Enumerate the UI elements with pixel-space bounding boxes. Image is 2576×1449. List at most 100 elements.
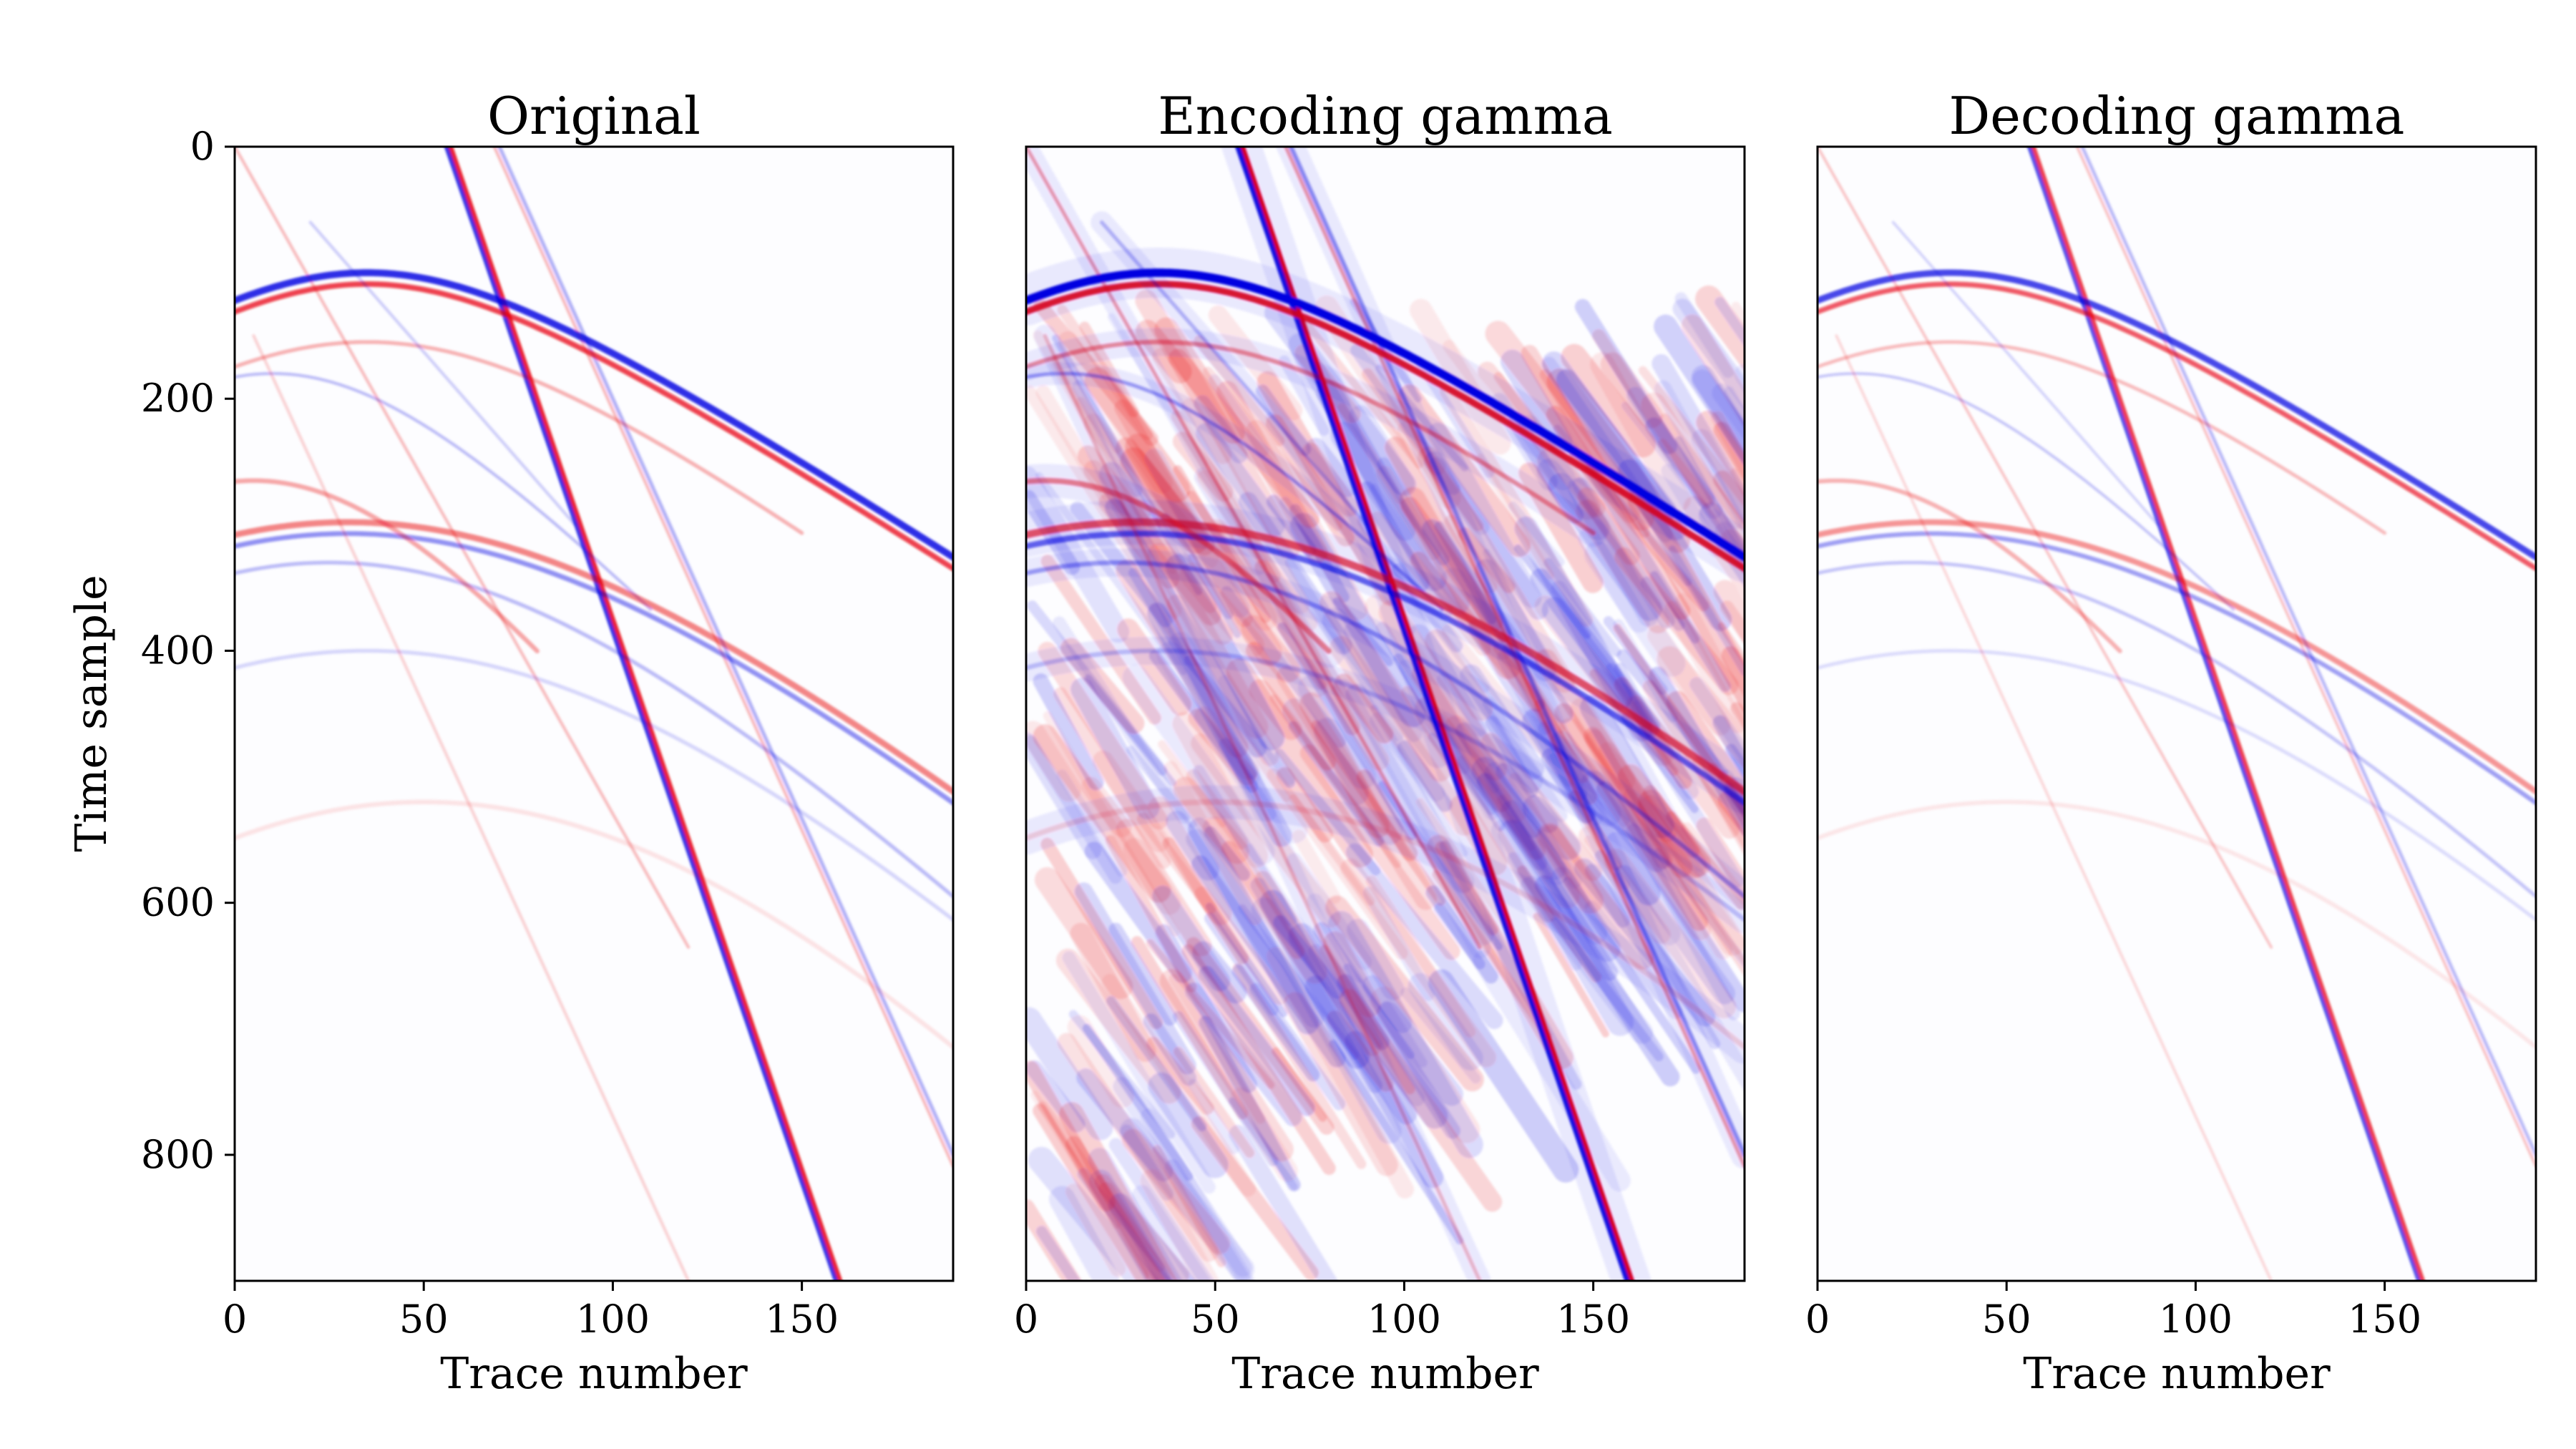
- noise-streak: [1070, 677, 1160, 820]
- panel-title-decoding-gamma: Decoding gamma: [1949, 86, 2405, 146]
- x-axis-label: Trace number: [440, 1349, 748, 1399]
- noise-streak: [1377, 457, 1450, 566]
- noise-streak: [1062, 951, 1216, 1194]
- event-halo: [1026, 362, 1453, 621]
- panel-decoding-gamma: Decoding gamma 0 50 100 150 Trace number: [1805, 86, 2537, 1399]
- noise-streak: [1173, 1010, 1279, 1167]
- noise-streak: [1345, 843, 1503, 1030]
- noise-streak: [1577, 487, 1640, 565]
- noise-streak: [1166, 811, 1220, 881]
- event-trace: [1891, 220, 2160, 527]
- event-trace: [235, 340, 804, 535]
- event-trace-secondary: [235, 281, 953, 572]
- event-trace: [235, 648, 953, 922]
- noise-streak: [1533, 912, 1609, 1038]
- noise-streak: [1033, 1103, 1149, 1281]
- seismic-events: [235, 147, 953, 1281]
- event-trace: [235, 519, 953, 795]
- noise-streak: [1146, 1036, 1214, 1115]
- noise-streak: [1561, 343, 1657, 458]
- noise-streak: [1108, 922, 1178, 1026]
- event-halo: [1091, 211, 1378, 536]
- x-axis: 0 50 100 150: [223, 1281, 839, 1342]
- noise-streak: [1026, 1199, 1083, 1281]
- noise-streak: [1407, 972, 1483, 1071]
- x-axis-label: Trace number: [2023, 1349, 2331, 1399]
- x-tick-label: 50: [1191, 1297, 1240, 1342]
- x-axis: 0 50 100 150: [1805, 1281, 2421, 1342]
- event-trace-secondary: [2026, 147, 2421, 1281]
- x-tick-label: 150: [765, 1297, 839, 1342]
- noise-streak: [1148, 1072, 1229, 1179]
- panel-title-encoding-gamma: Encoding gamma: [1158, 86, 1613, 146]
- noise-streak: [1082, 1023, 1194, 1181]
- event-halo: [1026, 328, 1608, 547]
- x-tick-label: 0: [223, 1297, 247, 1342]
- noise-streak: [1638, 366, 1745, 508]
- event-trace: [252, 334, 691, 1281]
- event-trace: [235, 478, 540, 654]
- y-tick-label: 400: [141, 628, 215, 673]
- event-trace: [235, 560, 953, 899]
- x-tick-label: 150: [1556, 1297, 1630, 1342]
- event-trace-secondary: [235, 531, 953, 806]
- event-trace-secondary: [1818, 281, 2536, 572]
- event-trace: [1818, 340, 2387, 535]
- event-halo: [1026, 785, 1745, 1064]
- event-trace: [1818, 372, 2235, 611]
- seismic-events: [1818, 147, 2536, 1281]
- panel-original: Original 0 50 100 150 0 200 400 600 800 Trace n…: [67, 86, 955, 1399]
- event-trace-secondary: [444, 147, 839, 1281]
- y-tick-label: 600: [141, 880, 215, 925]
- noise-streak: [1108, 1193, 1197, 1281]
- noise-streak: [1026, 1007, 1113, 1141]
- noise-streak: [1292, 829, 1341, 904]
- x-tick-label: 150: [2348, 1297, 2421, 1342]
- noise-streak: [1657, 645, 1745, 770]
- noise-streak: [1327, 911, 1483, 1158]
- noise-streak: [1711, 411, 1745, 481]
- noise-streak: [1229, 1125, 1339, 1281]
- noise-streak: [1365, 875, 1476, 1038]
- x-tick-label: 0: [1805, 1297, 1830, 1342]
- x-axis-label: Trace number: [1231, 1349, 1539, 1399]
- x-tick-label: 100: [1367, 1297, 1441, 1342]
- seismic-events: [1026, 147, 1745, 1281]
- y-tick-label: 800: [141, 1132, 215, 1177]
- noise-streak: [1272, 1047, 1327, 1122]
- noise-streak: [1033, 673, 1104, 791]
- event-trace: [1835, 334, 2273, 1281]
- noise-streak: [1717, 622, 1745, 667]
- noise-streak: [1695, 285, 1745, 371]
- event-trace: [1818, 648, 2536, 922]
- x-axis: 0 50 100 150: [1014, 1281, 1630, 1342]
- y-axis: 0 200 400 600 800: [141, 124, 235, 1177]
- noise-streak: [1276, 665, 1437, 910]
- noise-streak: [1026, 721, 1082, 802]
- noise-streak: [1196, 422, 1285, 537]
- noise-streak: [1297, 675, 1377, 789]
- noise-streak: [1067, 1015, 1135, 1108]
- noise-streak: [1152, 885, 1231, 992]
- noise-streak: [1173, 1046, 1255, 1158]
- noise-streak: [1362, 975, 1413, 1033]
- noise-streak: [1251, 897, 1402, 1144]
- x-tick-label: 100: [576, 1297, 650, 1342]
- noise-streak: [1543, 557, 1621, 657]
- noise-streak: [1074, 882, 1196, 1075]
- event-trace: [1818, 478, 2122, 653]
- event-trace: [308, 220, 577, 527]
- y-tick-label: 0: [190, 124, 215, 169]
- noise-streak: [1614, 547, 1739, 696]
- event-halo: [1026, 464, 1346, 668]
- noise-streak: [1065, 1184, 1126, 1277]
- noise-streak: [1065, 1136, 1166, 1281]
- x-tick-label: 100: [2159, 1297, 2233, 1342]
- event-trace-secondary: [1818, 531, 2536, 806]
- x-tick-label: 50: [1982, 1297, 2031, 1342]
- noise-streak: [1249, 982, 1346, 1111]
- event-trace: [1818, 519, 2536, 795]
- noise-streak: [1536, 823, 1604, 914]
- panel-encoding-gamma: Encoding gamma 0 50 100 150 Trace number: [1014, 86, 1746, 1399]
